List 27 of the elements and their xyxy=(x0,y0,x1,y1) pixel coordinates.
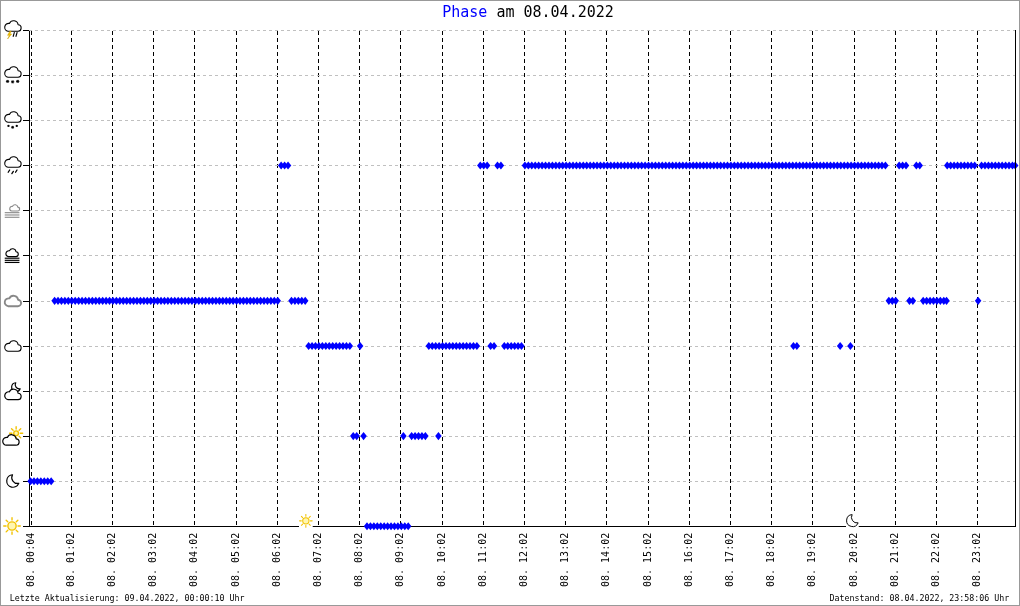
x-tick-label: 08. 00:04 xyxy=(25,532,37,587)
x-tick-label: 08. 12:02 xyxy=(518,532,530,587)
x-tick-label: 08. 05:02 xyxy=(229,532,241,587)
x-tick-label: 08. 17:02 xyxy=(724,532,736,587)
chart-title: Phase am 08.04.2022 xyxy=(442,3,614,21)
x-tick-label: 08. 04:02 xyxy=(188,532,200,587)
x-tick-label: 08. 14:02 xyxy=(600,532,612,587)
x-tick-label: 08. 03:02 xyxy=(147,532,159,587)
x-tick-label: 08. 06:02 xyxy=(270,532,282,587)
x-tick-label: 08. 13:02 xyxy=(559,532,571,587)
x-tick-label: 08. 10:02 xyxy=(435,532,447,587)
x-tick-label: 08. 08:02 xyxy=(353,532,365,587)
x-tick-label: 08. 19:02 xyxy=(806,532,818,587)
x-tick-label: 08. 01:02 xyxy=(64,532,76,587)
x-tick-label: 08. 02:02 xyxy=(106,532,118,587)
x-tick-label: 08. 09:02 xyxy=(394,532,406,587)
text: Letzte Aktualisierung: 09.04.2022, 00:00:10 Uhr xyxy=(9,593,245,603)
x-tick-label: 08. 18:02 xyxy=(765,532,777,587)
x-tick-label: 08. 16:02 xyxy=(682,532,694,587)
x-tick-label: 08. 15:02 xyxy=(641,532,653,587)
x-tick-label: 08. 21:02 xyxy=(888,532,900,587)
x-tick-label: 08. 11:02 xyxy=(476,532,488,587)
text: Datenstand: 08.04.2022, 23:58:06 Uhr xyxy=(829,593,1010,603)
x-tick-label: 08. 22:02 xyxy=(930,532,942,587)
x-tick-label: 08. 23:02 xyxy=(971,532,983,587)
x-tick-label: 08. 07:02 xyxy=(312,532,324,587)
x-tick-label: 08. 20:02 xyxy=(847,532,859,587)
